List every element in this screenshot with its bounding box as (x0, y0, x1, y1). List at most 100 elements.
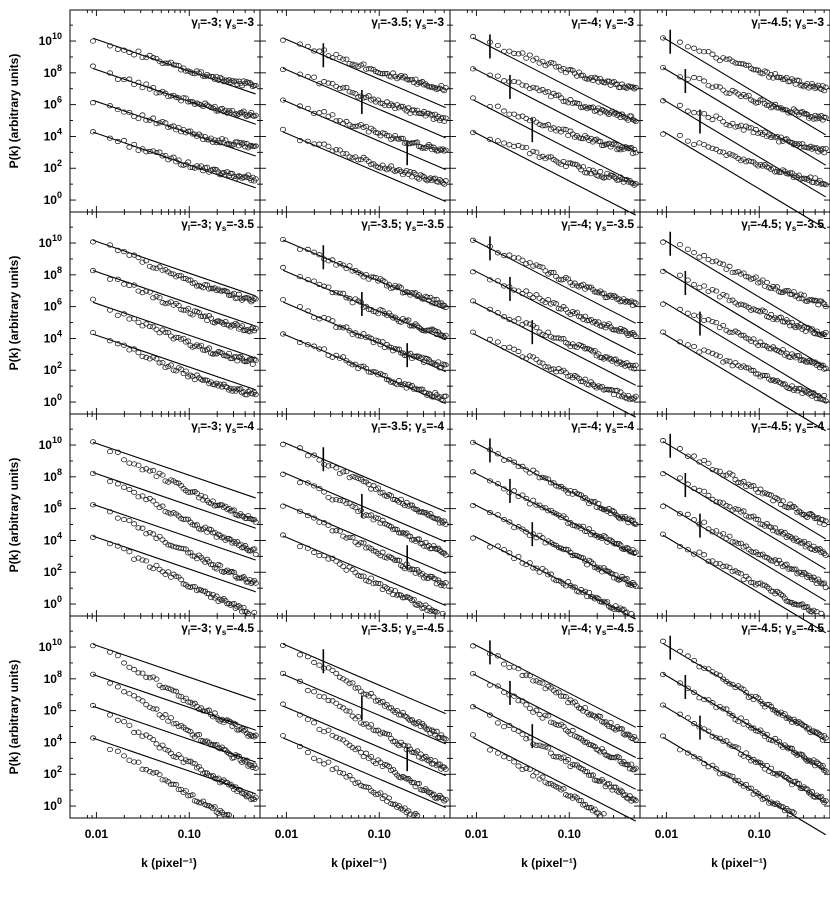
data-point (530, 294, 537, 301)
data-point (311, 689, 318, 695)
data-point (321, 109, 328, 115)
data-point (632, 181, 639, 187)
data-point (159, 777, 166, 783)
data-point (519, 50, 526, 56)
data-point (436, 547, 443, 553)
data-point (333, 465, 340, 471)
data-point (813, 396, 820, 402)
data-point (153, 90, 160, 96)
data-point (676, 132, 683, 139)
data-point (202, 313, 209, 319)
data-point (336, 703, 343, 709)
data-point (612, 511, 619, 518)
data-point (131, 252, 138, 258)
data-point (333, 670, 340, 677)
data-point (333, 700, 340, 706)
data-point (783, 384, 790, 390)
data-point (222, 107, 229, 113)
data-point (720, 119, 727, 125)
data-point (251, 577, 258, 584)
data-point (611, 140, 618, 147)
data-point (336, 54, 343, 61)
data-point (121, 311, 128, 317)
data-point (530, 354, 537, 360)
panel-title: γl=-4.5; γs=-3.5 (741, 217, 824, 233)
data-point (209, 805, 216, 812)
data-point (399, 135, 406, 142)
data-point (409, 502, 416, 508)
data-point (523, 672, 530, 678)
fit-line (92, 37, 256, 95)
data-point (595, 566, 602, 572)
data-point (143, 702, 150, 708)
data-point (386, 310, 393, 316)
data-point (235, 111, 242, 117)
fit-line (282, 37, 446, 109)
data-point (807, 327, 814, 333)
data-point (622, 732, 629, 738)
data-point (441, 148, 448, 154)
data-point (442, 85, 449, 91)
data-point (252, 325, 259, 331)
fit-line (92, 471, 256, 529)
data-point (433, 763, 440, 769)
data-point (415, 569, 422, 575)
data-point (419, 386, 426, 392)
data-point (399, 103, 406, 110)
data-point (360, 540, 367, 546)
data-point (511, 287, 518, 293)
data-point (346, 773, 353, 779)
y-tick-label: 100 (44, 796, 62, 813)
data-point (752, 371, 759, 377)
data-point (720, 359, 727, 365)
data-point (809, 359, 816, 365)
data-point (536, 60, 543, 66)
data-point (660, 301, 667, 307)
data-point (545, 154, 552, 160)
data-point (242, 144, 249, 150)
data-point (626, 581, 633, 587)
data-point (779, 347, 786, 353)
data-point (545, 508, 552, 514)
data-point (156, 504, 163, 511)
data-point (632, 521, 639, 527)
data-point (159, 267, 166, 273)
data-point (106, 680, 113, 686)
data-point (494, 73, 501, 79)
data-point (545, 572, 552, 578)
data-point (211, 804, 218, 810)
data-point (801, 292, 808, 298)
data-point (619, 81, 626, 87)
x-tick-label: 0.01 (85, 827, 109, 841)
data-point (245, 513, 252, 519)
data-point (146, 530, 153, 536)
data-point (336, 324, 343, 330)
data-point (235, 354, 242, 361)
data-point (801, 569, 808, 576)
data-point (182, 68, 189, 74)
data-point (419, 509, 426, 515)
data-point (732, 269, 739, 275)
data-point (296, 743, 303, 750)
data-point (242, 727, 249, 733)
data-point (432, 146, 439, 153)
data-point (222, 598, 229, 604)
data-point (486, 478, 493, 484)
data-point (333, 734, 340, 740)
data-point (778, 591, 785, 598)
data-point (424, 511, 431, 517)
data-point (304, 246, 311, 252)
data-point (150, 770, 157, 776)
data-point (812, 392, 819, 398)
data-point (304, 687, 311, 694)
panel-1-1: γl=-3; γs=-3 (69, 9, 261, 213)
data-point (763, 794, 770, 801)
data-point (519, 766, 526, 773)
data-point (126, 252, 133, 258)
data-point (240, 296, 247, 302)
data-point (405, 594, 412, 600)
data-point (562, 515, 569, 521)
data-point (600, 598, 607, 604)
data-point (781, 711, 788, 717)
data-point (219, 597, 226, 603)
